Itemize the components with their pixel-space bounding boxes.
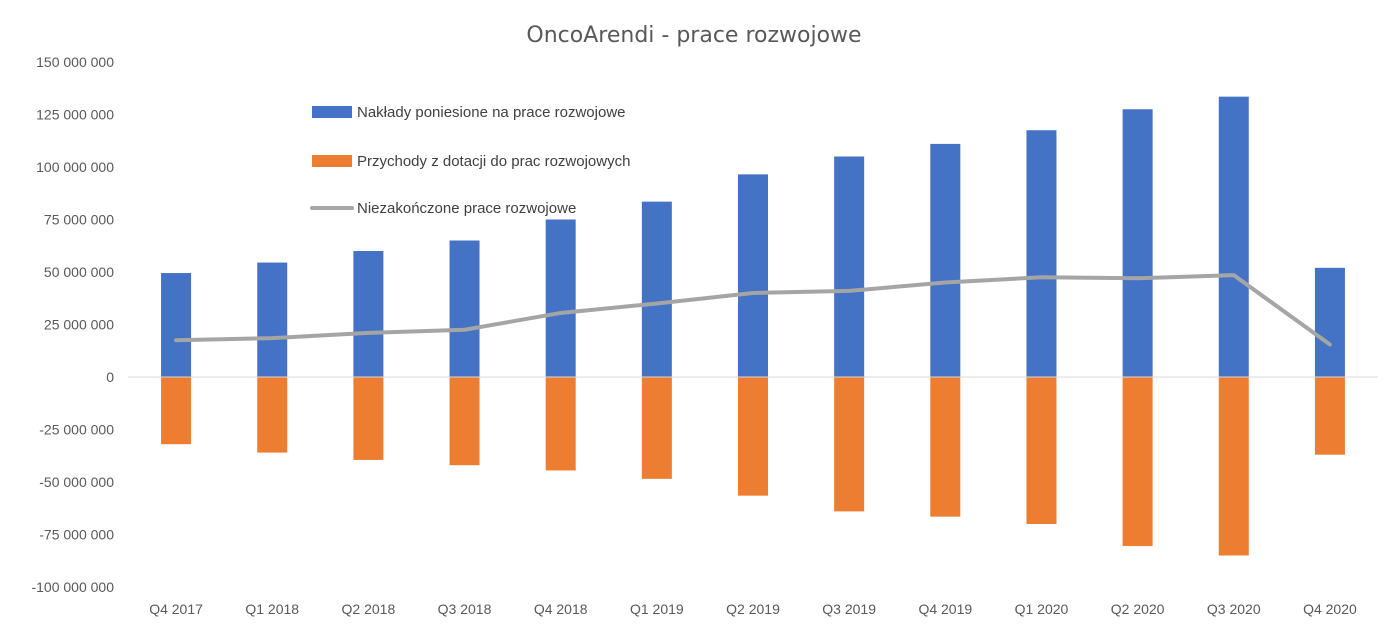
bar-naklady [257,262,288,377]
bar-naklady [834,156,865,377]
x-tick-label: Q4 2019 [918,601,972,617]
legend-label: Niezakończone prace rozwojowe [357,200,576,217]
x-tick-label: Q3 2019 [822,601,876,617]
x-tick-label: Q1 2018 [245,601,299,617]
y-tick-label: 0 [106,369,114,385]
legend-swatch [312,106,352,118]
x-tick-label: Q4 2018 [534,601,588,617]
x-tick-label: Q1 2019 [630,601,684,617]
bar-naklady [1026,130,1057,377]
y-tick-label: -100 000 000 [31,579,114,595]
bar-przychody [1122,377,1153,547]
legend: Nakłady poniesione na prace rozwojowe Prz… [310,104,630,217]
bar-naklady [641,201,672,377]
line-series [174,273,1332,347]
bar-przychody [545,377,576,471]
y-tick-label: 25 000 000 [44,317,114,333]
y-tick-label: 150 000 000 [36,54,114,70]
bar-naklady [449,240,480,377]
bar-przychody [1314,377,1345,455]
x-tick-label: Q3 2020 [1207,601,1261,617]
bar-naklady [353,251,384,377]
y-tick-label: -75 000 000 [39,527,114,543]
bar-przychody [930,377,961,517]
x-tick-label: Q2 2019 [726,601,780,617]
bar-przychody [641,377,672,479]
legend-label: Nakłady poniesione na prace rozwojowe [357,104,626,121]
x-tick-label: Q1 2020 [1015,601,1069,617]
x-tick-label: Q2 2018 [342,601,396,617]
y-tick-label: -25 000 000 [39,422,114,438]
bar-przychody [738,377,768,496]
legend-label: Przychody z dotacji do prac rozwojowych [357,153,630,170]
bar-przychody [353,377,384,460]
bars [161,96,1345,556]
x-axis: Q4 2017 Q1 2018 Q2 2018 Q3 2018 Q4 2018 Q1 20… [128,376,1378,617]
x-tick-label: Q4 2017 [149,601,203,617]
legend-swatch [312,155,352,167]
bar-przychody [1218,377,1249,556]
bar-naklady [1218,96,1249,378]
chart-title: OncoArendi - prace rozwojowe [526,23,861,48]
y-tick-label: 75 000 000 [44,212,114,228]
bar-naklady [1122,109,1153,377]
bar-naklady [161,273,192,377]
bar-naklady [738,174,768,377]
x-tick-label: Q2 2020 [1111,601,1165,617]
y-tick-label: -50 000 000 [39,474,114,490]
y-tick-label: 125 000 000 [36,107,114,123]
bar-naklady [1314,267,1345,377]
line-niezakonczone [174,273,1332,347]
bar-naklady [545,219,576,377]
y-tick-label: 50 000 000 [44,264,114,280]
y-axis: 150 000 000 125 000 000 100 000 000 75 000 … [31,54,114,595]
bar-przychody [161,377,192,445]
y-tick-label: 100 000 000 [36,159,114,175]
x-tick-label: Q3 2018 [438,601,492,617]
bar-przychody [449,377,480,466]
x-tick-label: Q4 2020 [1303,601,1357,617]
bar-naklady [930,143,961,377]
bar-przychody [834,377,865,512]
bar-przychody [257,377,288,453]
bar-przychody [1026,377,1057,524]
